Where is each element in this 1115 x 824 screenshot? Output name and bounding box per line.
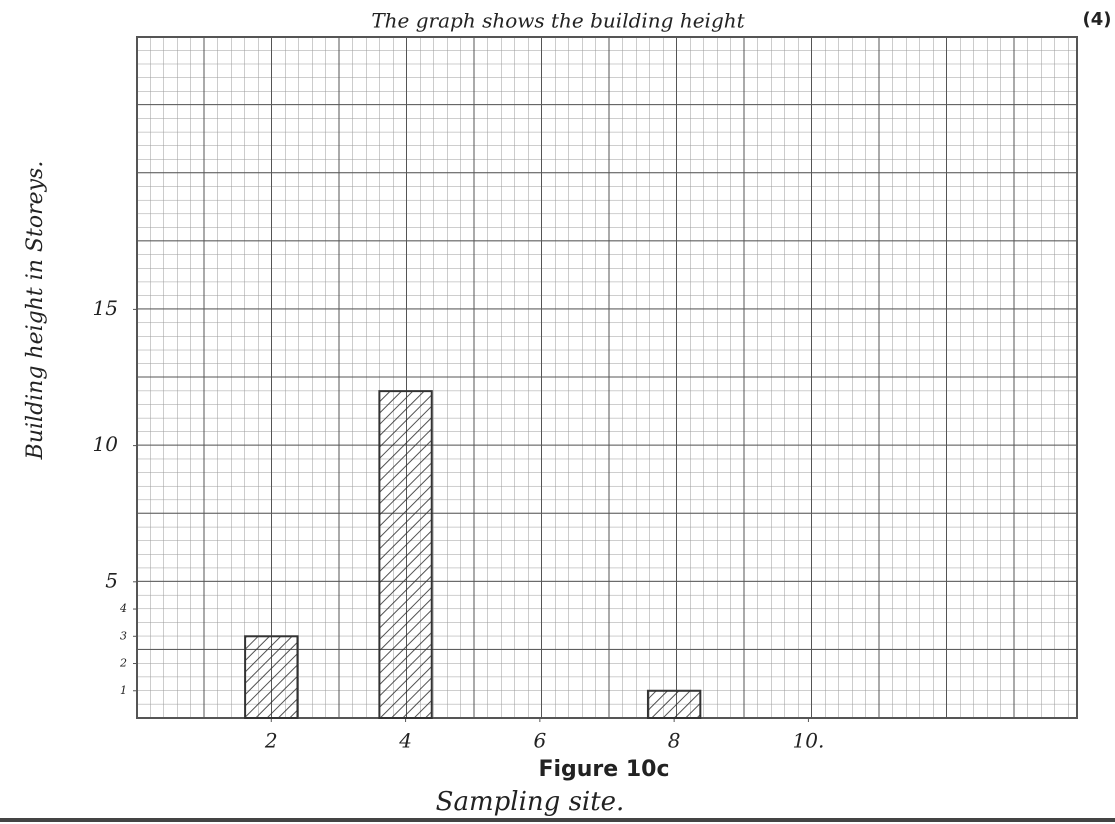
graph-paper-major	[137, 37, 1077, 718]
bar	[648, 691, 700, 718]
y-tick-label: 5	[105, 568, 118, 592]
x-axis-label: Sampling site.	[436, 787, 625, 817]
page: The graph shows the building height (4) …	[0, 0, 1115, 824]
chart: The graph shows the building height (4) …	[0, 0, 1115, 824]
y-tick-label: 4	[119, 602, 127, 615]
x-tick-label: 8	[668, 729, 681, 753]
x-tick-label: 6	[533, 729, 546, 753]
bar	[379, 391, 431, 718]
y-tick-label: 2	[119, 657, 127, 670]
marks: (4)	[1083, 9, 1112, 30]
x-tick-label: 10.	[793, 729, 825, 753]
caption: Figure 10c	[538, 757, 669, 782]
y-tick-label: 3	[120, 629, 127, 642]
y-tick-label: 10	[93, 432, 119, 456]
y-axis-label: Building height in Storeys.	[23, 161, 48, 461]
chart-title: The graph shows the building height	[371, 9, 745, 33]
y-tick-label: 15	[93, 296, 118, 320]
y-tick-label: 1	[120, 684, 127, 697]
x-tick-label: 4	[398, 729, 412, 753]
x-tick-label: 2	[264, 729, 278, 753]
bar	[245, 636, 297, 718]
